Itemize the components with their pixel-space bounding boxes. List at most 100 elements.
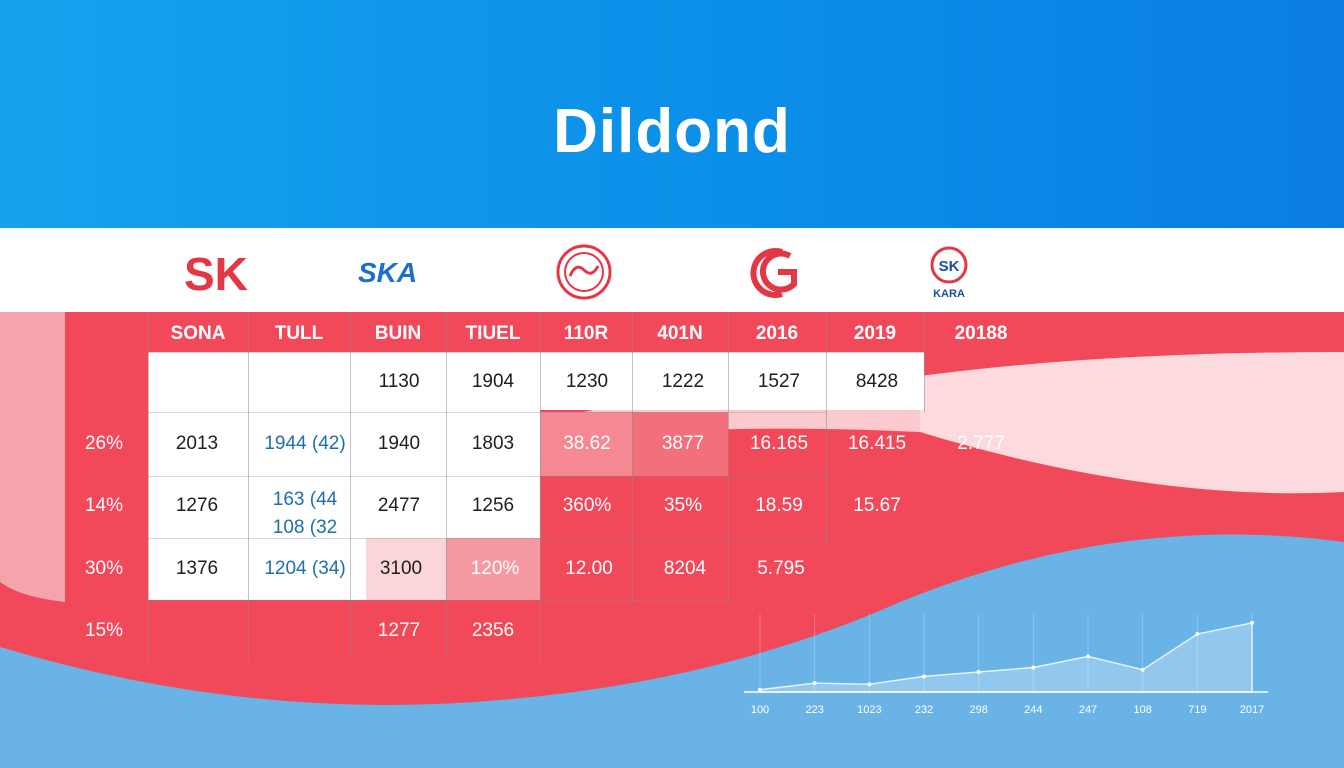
white-panel: [148, 352, 924, 410]
table-cell: 2477: [377, 495, 421, 516]
svg-text:SK: SK: [939, 258, 960, 275]
table-cell: 35%: [663, 495, 703, 516]
sparkline-point: [1140, 667, 1145, 672]
table-cell: 1276: [175, 495, 219, 516]
row-label: 15%: [84, 620, 124, 641]
table-cell: 1277: [377, 620, 421, 641]
sparkline-tick-label: 223: [805, 704, 824, 716]
sparkline-point: [812, 681, 817, 686]
logo-g: [750, 248, 797, 298]
grid-line: [350, 312, 351, 660]
column-header: BUIN: [374, 323, 422, 344]
grid-line: [728, 312, 729, 602]
sparkline-point: [758, 687, 762, 692]
white-panel: [148, 538, 366, 600]
logo-strip: SK SKA SK KARA: [0, 228, 1344, 312]
grid-line: [540, 312, 541, 660]
sparkline-area: [759, 621, 1253, 693]
table-cell: 16.415: [847, 433, 907, 454]
table-cell: 1256: [471, 495, 515, 516]
grid-line: [148, 476, 826, 477]
table-cell: 1940: [377, 433, 421, 454]
logo-sk-text: SK: [184, 248, 248, 300]
column-header: 401N: [657, 323, 703, 344]
table-cell: 163 (44 108 (32: [272, 489, 338, 538]
sparkline-tick-label: 108: [1133, 704, 1152, 716]
header-banner: Dildond: [0, 0, 1344, 228]
logo-circle-seal: [556, 244, 612, 300]
logo-sk: SK: [184, 248, 248, 300]
table-cell: 18.59: [755, 495, 803, 516]
sparkline-point: [1195, 632, 1200, 637]
table-cell: 1222: [661, 371, 705, 392]
grid-line: [148, 538, 826, 539]
grid-line: [248, 312, 249, 660]
column-header: TULL: [274, 323, 324, 344]
row-label: 14%: [84, 495, 124, 516]
table-cell: 16.165: [749, 433, 809, 454]
table-cell: 5.795: [757, 558, 805, 579]
column-header: 20188: [954, 323, 1008, 344]
table-cell: 1527: [757, 371, 801, 392]
column-header: SONA: [170, 323, 226, 344]
table-cell: 1376: [175, 558, 219, 579]
table-cell: 8428: [855, 371, 899, 392]
grid-line: [148, 600, 728, 601]
grid-line: [924, 312, 925, 412]
column-header: 110R: [563, 323, 609, 344]
grid-line: [826, 312, 827, 542]
row-label: 26%: [84, 433, 124, 454]
table-cell: 3877: [661, 433, 705, 454]
table-cell: 1944 (42): [264, 433, 346, 454]
sparkline-tick-label: 719: [1188, 704, 1207, 716]
pink-cell: [366, 538, 446, 600]
page-title: Dildond: [553, 97, 791, 166]
table-cell: 1803: [471, 433, 515, 454]
grid-line: [148, 412, 826, 413]
sparkline-point: [976, 669, 981, 674]
table-cell: 2.777: [957, 433, 1005, 454]
grid-line: [148, 352, 924, 353]
sparkline-tick-label: 2017: [1239, 704, 1265, 716]
column-header: 2016: [755, 323, 799, 344]
white-panel: [148, 410, 540, 538]
row-label: 30%: [84, 558, 124, 579]
sparkline-tick-label: 244: [1024, 704, 1043, 716]
table-cell: 2013: [175, 433, 219, 454]
column-header: TIUEL: [465, 323, 521, 344]
table-cell: 12.00: [565, 558, 613, 579]
sparkline-tick-label: 298: [969, 704, 988, 716]
sparkline-tick-label: 100: [750, 704, 770, 716]
logo-sk-kara: SK KARA: [930, 246, 968, 300]
sparkline-tick-label: 1023: [857, 704, 882, 716]
table-cell: 2356: [471, 620, 515, 641]
highlight-cell: [632, 412, 728, 476]
table-cell: 38.62: [563, 433, 611, 454]
sparkline-point: [1250, 620, 1254, 625]
sparkline-point: [867, 682, 872, 687]
sparkline-point: [1031, 665, 1036, 670]
table-cell: 1204 (34): [264, 558, 346, 579]
column-header: 2019: [853, 323, 897, 344]
table-cell: 3100: [379, 558, 423, 579]
table-cell: 120%: [470, 558, 520, 579]
logo-ska-text: SKA: [358, 257, 417, 288]
svg-text:KARA: KARA: [933, 288, 965, 300]
table-cell: 360%: [562, 495, 612, 516]
grid-line: [446, 312, 447, 660]
table-cell: 1904: [471, 371, 515, 392]
logo-ska: SKA: [358, 257, 417, 288]
sparkline-point: [1086, 654, 1090, 659]
grid-line: [632, 312, 633, 602]
sparkline-tick-label: 247: [1078, 704, 1098, 716]
sparkline-chart: [744, 614, 1268, 693]
pink-cell: [446, 538, 540, 600]
table-cell: 1130: [378, 371, 420, 392]
table-cell: 8204: [663, 558, 707, 579]
highlight-cell: [540, 412, 632, 476]
table-cell: 15.67: [853, 495, 901, 516]
grid-line: [148, 312, 149, 660]
sparkline-point: [922, 674, 926, 679]
table-cell: 1230: [565, 371, 609, 392]
